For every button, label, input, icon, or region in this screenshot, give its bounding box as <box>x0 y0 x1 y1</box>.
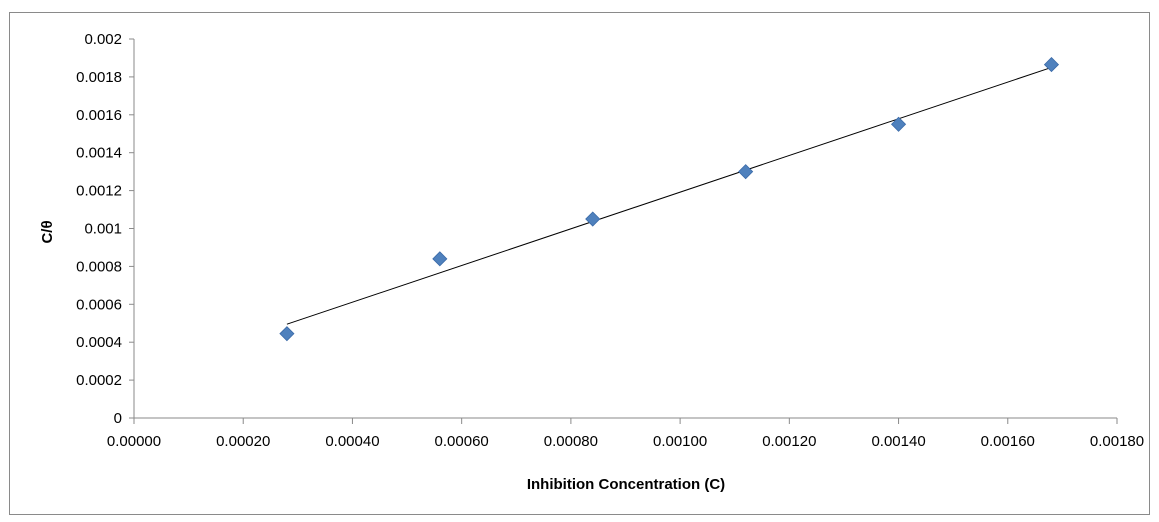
data-point-diamond <box>585 211 601 227</box>
data-point-diamond <box>890 116 907 132</box>
x-tick-label: 0.00140 <box>871 433 925 450</box>
x-tick-label: 0.00080 <box>544 433 598 450</box>
y-tick-label: 0.0018 <box>76 69 122 86</box>
y-tick-label: 0.001 <box>84 221 122 238</box>
x-tick-label: 0.00020 <box>216 433 270 450</box>
x-axis-title: Inhibition Concentration (C) <box>527 476 725 493</box>
y-tick-label: 0 <box>114 410 122 427</box>
trendline <box>286 66 1052 325</box>
y-tick-label: 0.0002 <box>76 372 122 389</box>
x-tick-label: 0.00100 <box>653 433 707 450</box>
data-point-diamond <box>432 251 448 267</box>
x-tick-label: 0.00040 <box>325 433 379 450</box>
y-tick-label: 0.0014 <box>76 145 122 162</box>
x-tick-label: 0.00160 <box>981 433 1035 450</box>
y-tick-label: 0.002 <box>84 31 122 48</box>
data-point-diamond <box>738 164 754 180</box>
x-axis: 0.00000 0.00020 0.00040 0.00060 0.00080 0.001… <box>107 417 1144 450</box>
y-axis: 0 0.0002 0.0004 0.0006 0.0008 0.001 0.0012 0.00… <box>76 31 135 427</box>
data-point-diamond <box>279 326 295 342</box>
y-tick-label: 0.0008 <box>76 258 122 275</box>
chart-frame <box>9 12 1150 515</box>
y-tick-label: 0.0012 <box>76 183 122 200</box>
x-tick-label: 0.00120 <box>762 433 816 450</box>
y-axis-title: C/θ <box>39 220 56 243</box>
trendline-segment <box>286 66 1052 325</box>
x-tick-label: 0.00060 <box>435 433 489 450</box>
y-tick-label: 0.0006 <box>76 296 122 313</box>
data-points <box>279 57 1060 342</box>
x-tick-label: 0.00180 <box>1090 433 1144 450</box>
data-point-diamond <box>1043 57 1060 73</box>
y-tick-label: 0.0004 <box>76 334 122 351</box>
x-tick-label: 0.00000 <box>107 433 161 450</box>
y-tick-label: 0.0016 <box>76 107 122 124</box>
